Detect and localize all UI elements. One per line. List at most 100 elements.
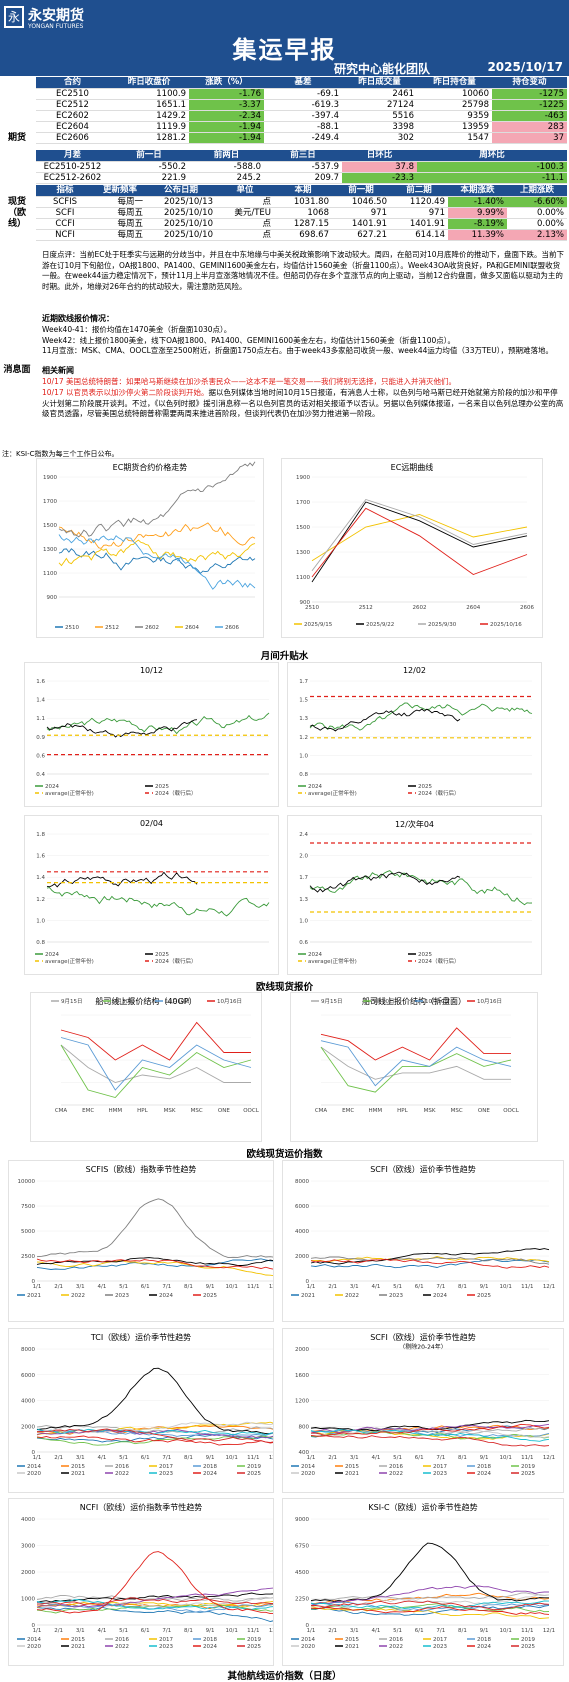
table-cell: 27124 (342, 99, 417, 111)
y-tick-label: 4000 (21, 1399, 35, 1405)
x-tick-label: 2/1 (54, 1628, 63, 1634)
table-cell: 9.99% (448, 207, 507, 219)
y-tick-label: 2000 (21, 1570, 35, 1576)
chart-title: SCFI（欧线）运价季节性趋势 (370, 1165, 476, 1174)
x-tick-label: 11/1 (247, 1628, 259, 1634)
ec-trend-chart: EC期货合约价格走势 900 1100 1300 1500 1700 1900 2510 25… (36, 458, 264, 638)
legend-label: 2022 (71, 1293, 85, 1299)
y-tick-label: 800 (299, 1424, 310, 1430)
table-cell: 每周五 (94, 207, 146, 219)
y-tick-label: 1700 (296, 500, 310, 506)
legend-label: 2022 (389, 1644, 403, 1650)
quote-subtitle: 近期欧线报价情况： (42, 314, 114, 323)
spread-table: 月差 前一日 前两日 前三日 日环比 周环比 EC2510-2512 -550.2 -588.0… (36, 150, 567, 184)
y-tick-label: 1.7 (299, 679, 308, 685)
y-tick-label: 0 (306, 1279, 310, 1285)
table-cell: NCFI (36, 229, 94, 241)
series-line (310, 1258, 550, 1269)
table-cell: 2025/10/13 (146, 196, 216, 208)
y-tick-label: 6000 (295, 1204, 309, 1210)
table-cell: 698.67 (274, 229, 332, 241)
y-tick-label: 1.0 (299, 918, 308, 924)
x-tick-label: 4/1 (371, 1284, 380, 1290)
futures-table: 合约 昨日收盘价 涨跌（%） 基差 昨日成交量 昨日持仓量 持仓变动 EC2510 1100.9… (36, 77, 567, 144)
legend-label: 2022 (115, 1471, 129, 1477)
series-line (58, 539, 256, 567)
y-tick-label: 7500 (21, 1204, 35, 1210)
table-cell: 2025/10/10 (146, 207, 216, 219)
legend-label: 2025/10/16 (490, 622, 522, 628)
series-line (310, 1585, 549, 1607)
series-line (58, 548, 256, 575)
table-cell: EC2510 (36, 88, 109, 100)
y-tick-label: 1300 (43, 547, 57, 553)
y-tick-label: 2000 (21, 1424, 35, 1430)
series-line (311, 498, 528, 572)
legend-label: average(正常年份) (308, 789, 357, 797)
legend-label: 2025 (418, 952, 432, 958)
y-tick-label: 1.6 (36, 679, 45, 685)
table-cell: 971 (332, 207, 390, 219)
news-subtitle: 相关新闻 (42, 366, 74, 375)
table-cell: -463 (492, 110, 567, 122)
legend-label: average(正常年份) (308, 957, 357, 965)
table-row: EC2604 1119.9 -1.94 -88.1 3398 13959 283 (36, 121, 567, 133)
table-row: EC2510 1100.9 -1.76 -69.1 2461 10060 -1275 (36, 88, 567, 100)
series-line (36, 1428, 273, 1443)
table-cell: 1119.9 (109, 121, 189, 133)
news-side-label: 消息面 (3, 365, 31, 375)
series-line (310, 1423, 550, 1434)
y-tick-label: 1.0 (36, 918, 45, 924)
table-header-row: 合约 昨日收盘价 涨跌（%） 基差 昨日成交量 昨日持仓量 持仓变动 (36, 77, 567, 89)
table-cell: 单位 (216, 185, 274, 197)
series-line (58, 461, 256, 538)
table-cell: 每周五 (94, 218, 146, 230)
table-cell: 昨日成交量 (342, 77, 417, 89)
y-tick-label: 5000 (21, 1229, 35, 1235)
series-line (36, 1198, 273, 1259)
x-tick-label: 9/1 (206, 1455, 215, 1461)
legend-label: 2024（载行后） (155, 957, 197, 965)
table-cell: 1100.9 (109, 88, 189, 100)
legend-label: 2024 (45, 784, 59, 790)
series-line (58, 522, 256, 549)
legend-label: 2022 (389, 1471, 403, 1477)
legend-label: 2019 (247, 1637, 261, 1643)
chart-title: 02/04 (139, 819, 164, 828)
legend-label: 2017 (159, 1637, 173, 1643)
chart-title: 船司线上报价结构（40GP） (95, 997, 197, 1006)
y-tick-label: 900 (47, 595, 58, 601)
table-cell: -23.3 (342, 172, 417, 184)
section-index: 欧线现货运价指数 (246, 1149, 323, 1160)
chart-title: SCFI（欧线）运价季节性趋势 (370, 1333, 476, 1342)
table-cell: 周环比 (417, 150, 567, 162)
x-tick-label: 12/1 (269, 1628, 273, 1634)
table-cell: -1.94 (189, 132, 264, 144)
tci-seasonal-chart: TCI（欧线）运价季节性趋势 0 2000 4000 6000 8000 1/1 2/1 3/1… (8, 1328, 274, 1493)
company-name: 永安期货 (28, 8, 84, 24)
legend-label: 2023 (159, 1644, 173, 1650)
series-line (46, 871, 198, 888)
table-cell: -249.4 (264, 132, 342, 144)
table-cell: 302 (342, 132, 417, 144)
legend-label: 2024（载行后） (155, 789, 197, 797)
table-cell: 前三日 (264, 150, 342, 162)
table-cell: -100.3 (417, 161, 567, 173)
legend-label: 2022 (115, 1644, 129, 1650)
table-cell: 10060 (417, 88, 492, 100)
table-cell: 点 (216, 218, 274, 230)
x-tick-label: 8/1 (184, 1284, 193, 1290)
x-tick-label: 11/1 (521, 1628, 533, 1634)
x-tick-label: 11/1 (247, 1455, 259, 1461)
legend-label: 2020 (301, 1644, 315, 1650)
series-line (311, 501, 528, 583)
x-tick-label: 6/1 (415, 1628, 424, 1634)
series-line (310, 1601, 550, 1612)
y-tick-label: 10000 (18, 1179, 36, 1185)
table-cell: 基差 (264, 77, 342, 89)
series-line (36, 1367, 273, 1435)
series-line (46, 719, 198, 738)
table-cell: EC2512-2602 (36, 172, 109, 184)
legend-label: 2025 (247, 1644, 261, 1650)
table-cell: 13959 (417, 121, 492, 133)
